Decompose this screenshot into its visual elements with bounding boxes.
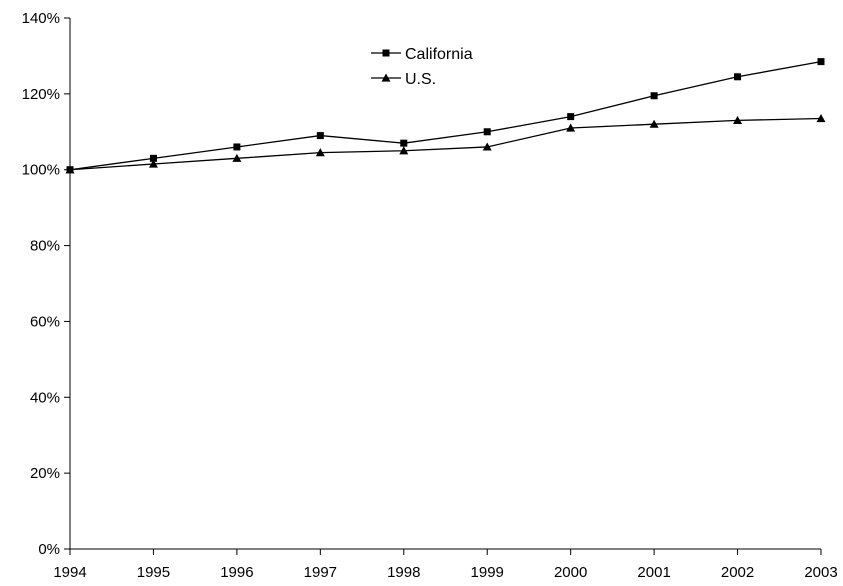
data-point-u-s xyxy=(65,165,75,174)
x-tick-label: 2001 xyxy=(637,564,670,581)
legend-label-u-s: U.S. xyxy=(405,71,436,88)
y-tick-label: 100% xyxy=(22,162,60,179)
data-point-california xyxy=(734,73,742,81)
legend-label-california: California xyxy=(405,46,473,63)
data-point-california xyxy=(149,154,157,162)
y-tick-label: 80% xyxy=(30,238,60,255)
legend-item-u-s: U.S. xyxy=(371,71,436,88)
series-line-u-s xyxy=(69,117,822,171)
data-point-u-s xyxy=(649,119,659,128)
x-tick-label: 1994 xyxy=(53,564,86,581)
y-axis-ticks: 0% 20% 40% 60% 80% 100% 120% 140% xyxy=(22,10,70,558)
data-point-u-s xyxy=(566,123,576,132)
data-point-u-s xyxy=(232,153,242,162)
x-tick-label: 2002 xyxy=(721,564,754,581)
data-point-u-s xyxy=(148,159,158,168)
data-point-california xyxy=(316,132,324,140)
data-point-u-s xyxy=(816,114,826,123)
data-point-california xyxy=(400,139,408,147)
x-tick-label: 1996 xyxy=(220,564,253,581)
y-tick-label: 20% xyxy=(30,465,60,482)
legend-marker-u-s xyxy=(381,73,391,82)
x-tick-label: 2003 xyxy=(804,564,837,581)
series-u-s xyxy=(65,114,826,174)
legend-marker-california xyxy=(382,49,390,57)
data-point-u-s xyxy=(482,142,492,151)
x-tick-label: 2000 xyxy=(554,564,587,581)
y-tick-label: 60% xyxy=(30,313,60,330)
data-point-california xyxy=(650,92,658,100)
legend-item-california: California xyxy=(371,46,473,63)
y-tick-label: 40% xyxy=(30,389,60,406)
data-point-u-s xyxy=(399,146,409,155)
y-tick-label: 0% xyxy=(38,541,60,558)
x-tick-label: 1999 xyxy=(471,564,504,581)
data-point-california xyxy=(817,58,825,66)
series-line-california xyxy=(69,60,822,171)
x-tick-label: 1995 xyxy=(137,564,170,581)
y-tick-label: 140% xyxy=(22,10,60,27)
data-point-u-s xyxy=(315,148,325,157)
chart-series xyxy=(65,58,826,174)
x-tick-label: 1998 xyxy=(387,564,420,581)
x-axis-ticks: 1994 1995 1996 1997 1998 1999 2000 2001 2002 2003 xyxy=(53,549,838,581)
y-tick-label: 120% xyxy=(22,86,60,103)
series-california xyxy=(66,58,825,174)
data-point-u-s xyxy=(733,115,743,125)
data-point-california xyxy=(483,128,491,136)
chart-axes xyxy=(69,18,821,550)
data-point-california xyxy=(567,113,575,121)
data-point-california xyxy=(233,143,241,151)
chart-legend: California U.S. xyxy=(371,46,473,88)
x-tick-label: 1997 xyxy=(304,564,337,581)
